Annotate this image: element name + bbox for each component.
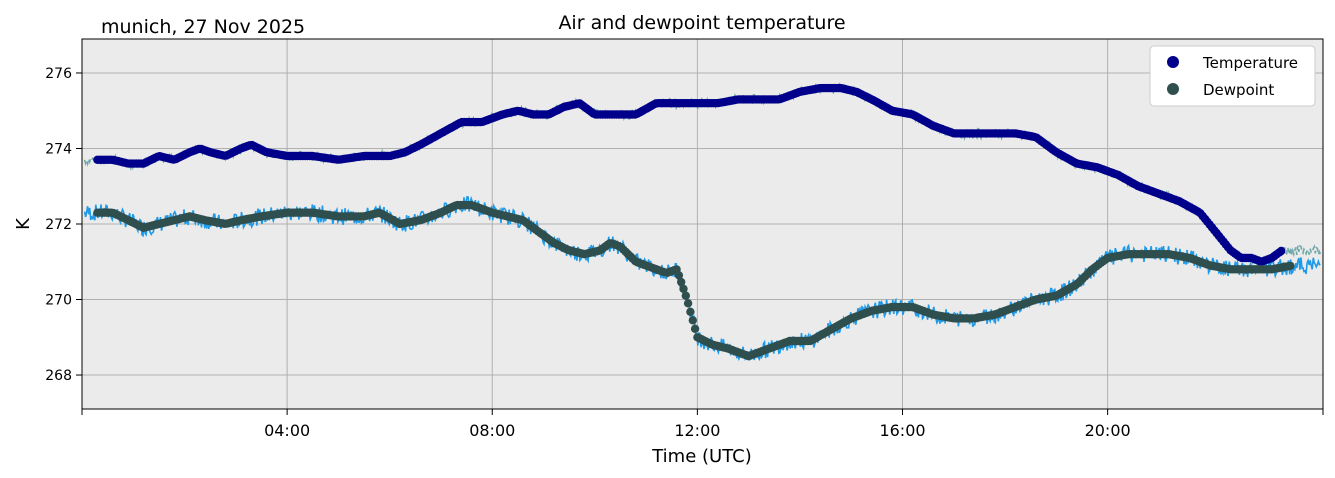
dewpoint-point: [690, 324, 700, 333]
x-axis: 04:00 08:00 12:00 16:00 20:00: [81, 409, 1324, 440]
series-markers: [93, 83, 1295, 361]
y-tick-label: 276: [45, 66, 72, 82]
temperature-series: [93, 83, 1286, 266]
y-axis-label: K: [13, 217, 34, 230]
legend: Temperature Dewpoint: [1149, 45, 1316, 107]
legend-temperature-marker: [1167, 56, 1179, 68]
dewpoint-point: [683, 299, 693, 308]
x-tick-label: 16:00: [879, 421, 925, 440]
legend-temperature-label: Temperature: [1202, 54, 1298, 72]
y-tick-label: 274: [45, 141, 72, 157]
chart-title: Air and dewpoint temperature: [558, 12, 845, 34]
y-tick-label: 268: [45, 368, 72, 384]
legend-dewpoint-label: Dewpoint: [1203, 81, 1274, 99]
x-axis-label: Time (UTC): [651, 446, 752, 467]
y-axis: 268 270 272 274 276: [45, 66, 82, 384]
dewpoint-point: [688, 316, 697, 325]
y-tick-label: 270: [45, 293, 72, 309]
x-tick-label: 20:00: [1085, 421, 1131, 440]
legend-dewpoint-marker: [1167, 83, 1179, 95]
dewpoint-point: [1286, 261, 1295, 271]
x-tick-label: 04:00: [264, 421, 310, 440]
y-tick-label: 272: [45, 217, 72, 233]
x-tick-label: 12:00: [674, 421, 720, 440]
temperature-point: [1277, 246, 1286, 256]
dewpoint-point: [681, 291, 690, 300]
dewpoint-point: [677, 277, 686, 287]
dewpoint-point: [679, 284, 688, 294]
chart-subtitle: munich, 27 Nov 2025: [101, 16, 305, 38]
dewpoint-point: [686, 307, 695, 316]
dewpoint-point: [674, 271, 684, 280]
dewpoint-series: [93, 200, 1295, 361]
legend-box: [1149, 45, 1316, 107]
x-tick-label: 08:00: [469, 421, 515, 440]
